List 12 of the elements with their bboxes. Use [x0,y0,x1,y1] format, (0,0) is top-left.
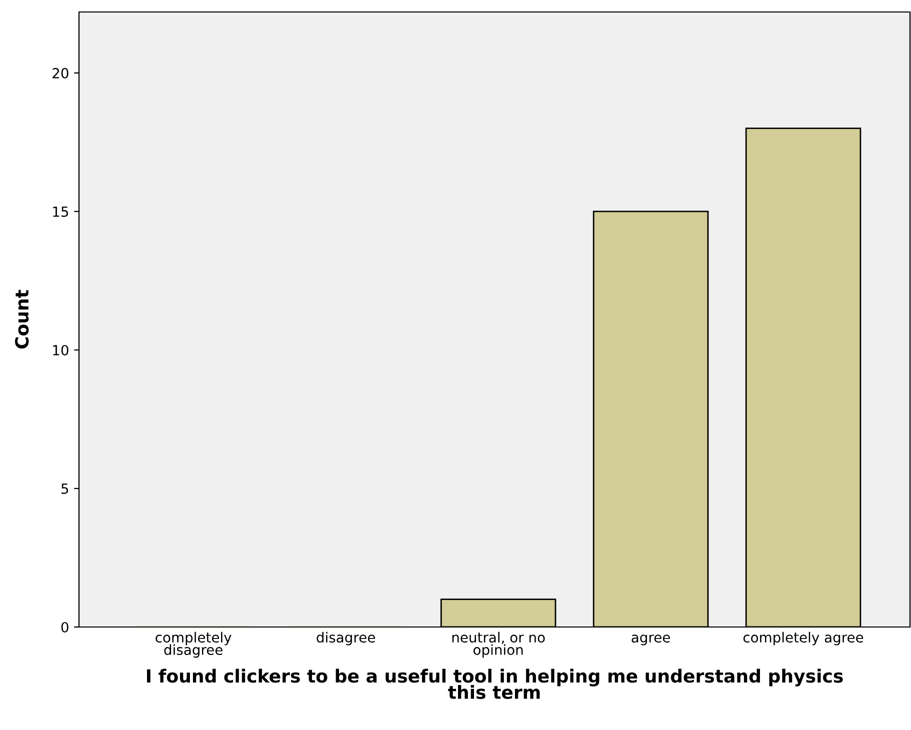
y-axis-title: Count [15,290,29,349]
x-tick-label: completely agree [743,632,864,646]
x-tick-label: agree [632,634,670,646]
y-tick-label: 5 [62,484,68,494]
y-tick-label: 20 [52,68,68,78]
y-tick-label: 10 [53,344,68,356]
x-tick-label: disagree [316,632,375,646]
x-tick-label: neutral, or no opinion [452,632,545,658]
x-axis-title: I found clickers to be a useful tool in helping me understand physics this term [146,668,843,700]
x-tick-label: completely disagree [156,632,232,658]
y-tick-label: 15 [53,206,68,217]
y-tick-label: 0 [61,622,68,632]
